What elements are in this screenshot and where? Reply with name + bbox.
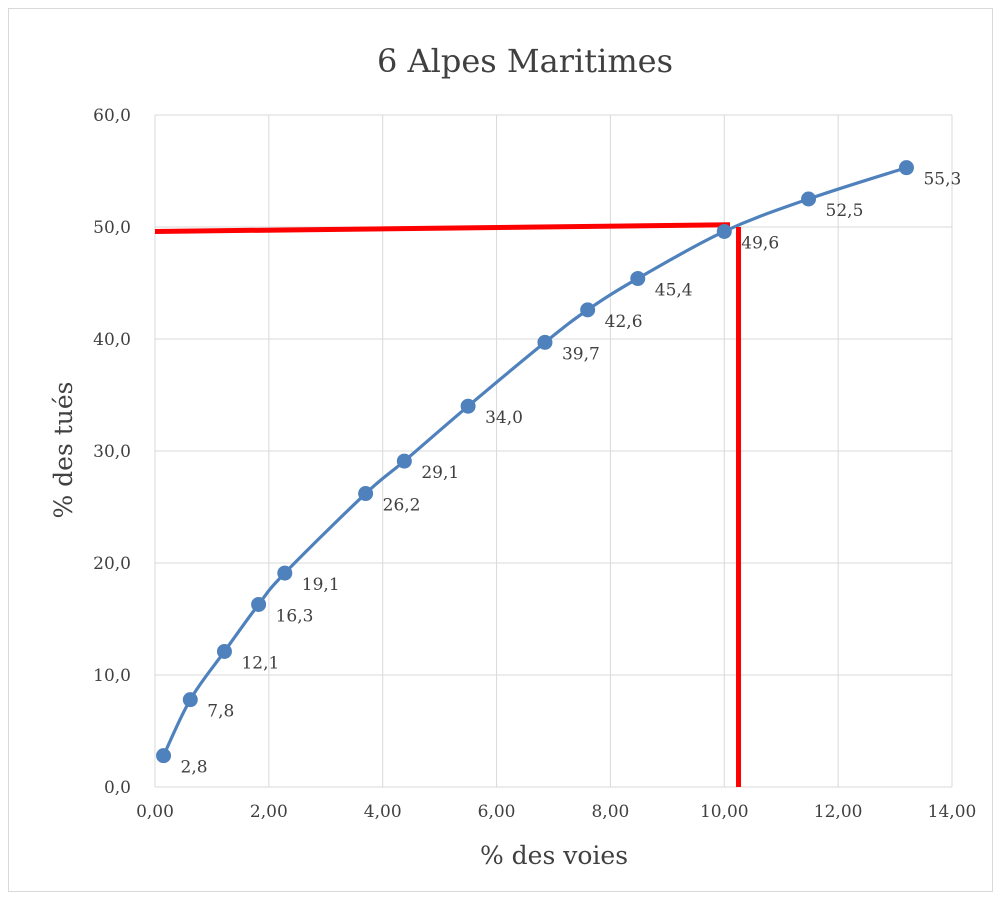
data-point xyxy=(580,302,596,318)
y-tick-label: 20,0 xyxy=(93,554,131,574)
y-tick-label: 30,0 xyxy=(93,442,131,462)
data-label: 42,6 xyxy=(605,312,643,332)
data-point xyxy=(277,565,293,581)
data-label: 26,2 xyxy=(383,496,421,516)
data-labels-layer: 2,8 7,8 12,1 16,3 19,1 26,229,1 34,0 39,742,6 45… xyxy=(181,170,962,778)
data-point xyxy=(898,160,914,176)
y-tick-label: 10,0 xyxy=(93,666,131,686)
x-tick-label: 8,00 xyxy=(591,802,629,822)
x-tick-label: 14,00 xyxy=(928,802,977,822)
data-label: 2,8 xyxy=(181,758,208,778)
x-tick-label: 2,00 xyxy=(250,802,288,822)
y-tick-label: 40,0 xyxy=(93,330,131,350)
data-point xyxy=(358,486,374,502)
data-point xyxy=(801,191,817,207)
data-point xyxy=(251,596,267,612)
data-point xyxy=(182,692,198,708)
data-label: 49,6 xyxy=(741,233,779,253)
chart-title: 6 Alpes Maritimes xyxy=(377,42,673,80)
x-tick-label: 12,00 xyxy=(814,802,863,822)
data-label: 52,5 xyxy=(826,201,864,221)
x-tick-labels: 0,00 2,00 4,00 6,00 8,00 10,00 12,00 14,00 xyxy=(136,802,976,822)
data-label: 16,3 xyxy=(276,606,314,626)
x-tick-label: 6,00 xyxy=(478,802,516,822)
data-point xyxy=(396,453,412,469)
x-tick-label: 0,00 xyxy=(136,802,174,822)
y-tick-label: 60,0 xyxy=(93,106,131,126)
x-axis-title: % des voies xyxy=(480,841,628,870)
data-label: 45,4 xyxy=(655,281,693,301)
data-label: 19,1 xyxy=(302,575,340,595)
data-point xyxy=(216,643,232,659)
data-point xyxy=(156,748,172,764)
y-tick-label: 50,0 xyxy=(93,218,131,238)
data-label: 12,1 xyxy=(241,653,279,673)
horizontal-reference-line xyxy=(154,222,731,234)
data-point xyxy=(537,334,553,350)
data-label: 39,7 xyxy=(562,344,600,364)
x-tick-label: 10,00 xyxy=(700,802,749,822)
y-tick-label: 0,0 xyxy=(104,778,131,798)
y-tick-labels: 0,0 10,0 20,0 30,0 40,0 50,0 60,0 xyxy=(93,106,131,798)
chart-frame xyxy=(8,8,993,892)
data-point xyxy=(630,271,646,287)
reference-lines xyxy=(154,222,742,787)
data-label: 7,8 xyxy=(207,702,234,722)
data-point xyxy=(460,398,476,414)
data-label: 29,1 xyxy=(421,463,459,483)
data-point xyxy=(716,223,732,239)
data-label: 34,0 xyxy=(485,408,523,428)
markers-layer xyxy=(156,160,914,764)
x-tick-label: 4,00 xyxy=(364,802,402,822)
data-label: 55,3 xyxy=(923,170,961,190)
y-axis-title: % des tués xyxy=(49,381,78,518)
